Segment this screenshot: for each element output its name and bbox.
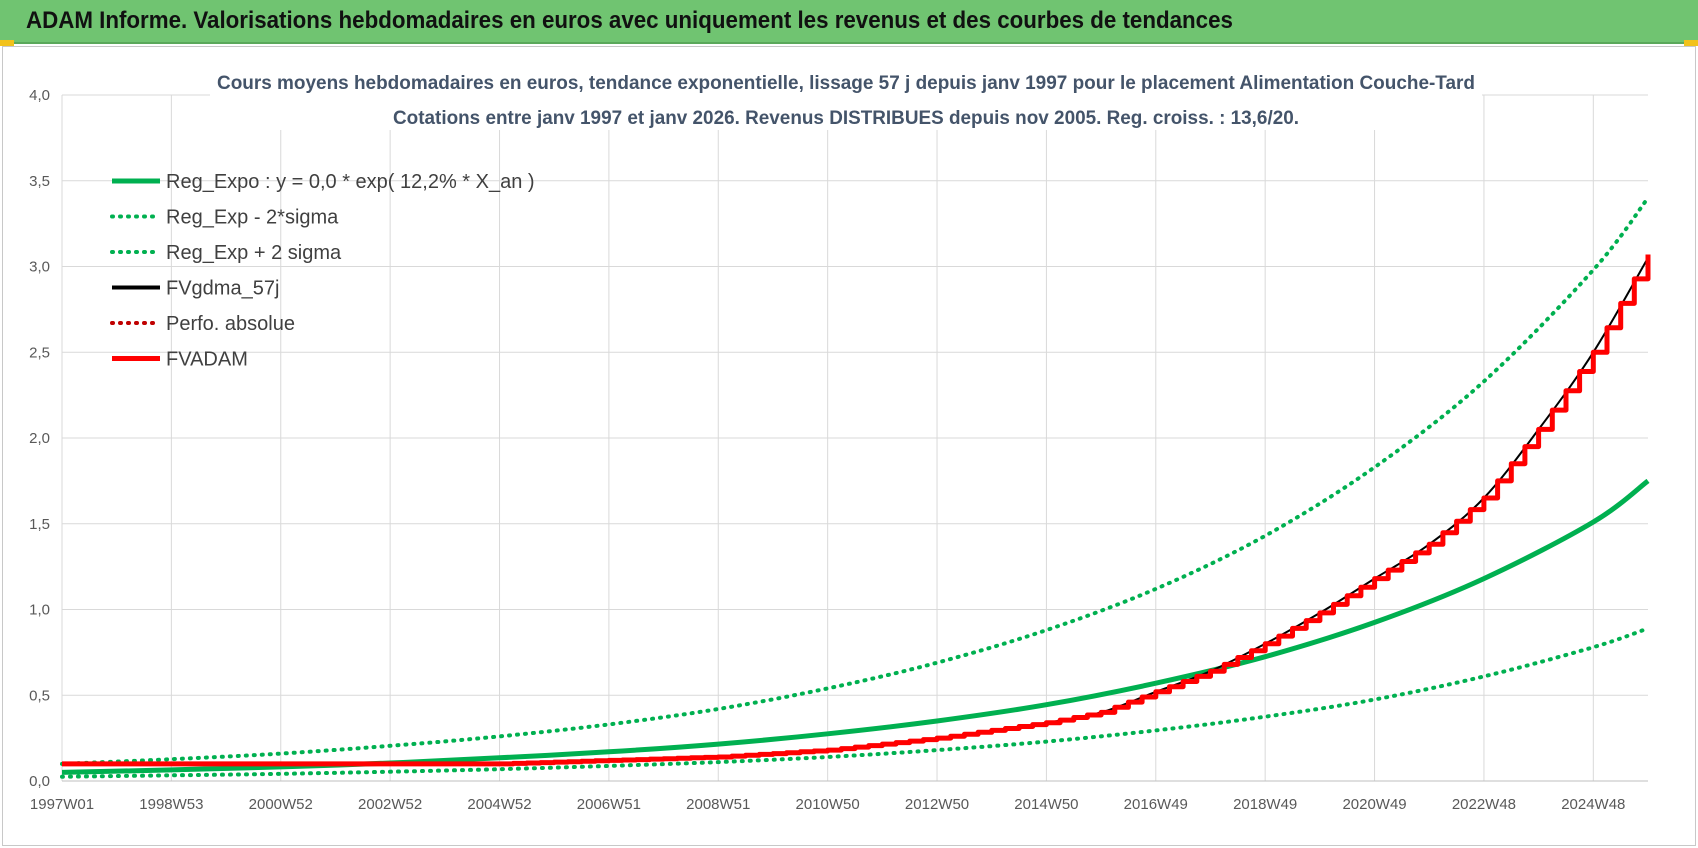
y-tick-label: 2,5 xyxy=(29,344,50,361)
legend-item: FVgdma_57j xyxy=(112,278,279,300)
legend-label: Reg_Exp + 2 sigma xyxy=(166,242,342,264)
x-tick-label: 2006W51 xyxy=(577,796,641,813)
header-banner: ADAM Informe. Valorisations hebdomadaire… xyxy=(0,0,1698,44)
corner-mark-right xyxy=(1684,40,1698,46)
series-line-0 xyxy=(61,478,1650,775)
legend-label: Reg_Exp - 2*sigma xyxy=(166,207,339,229)
legend-label: FVgdma_57j xyxy=(166,278,279,300)
chart-titles: Cours moyens hebdomadaires en euros, ten… xyxy=(210,66,1482,130)
x-tick-label: 2004W52 xyxy=(467,796,531,813)
legend-label: Reg_Expo : y = 0,0 * exp( 12,2% * X_an ) xyxy=(166,171,535,193)
legend-item: Reg_Exp + 2 sigma xyxy=(110,242,342,264)
x-tick-label: 2002W52 xyxy=(358,796,422,813)
x-tick-label: 2016W49 xyxy=(1124,796,1188,813)
series-line-5 xyxy=(62,254,1651,767)
legend-label: Perfo. absolue xyxy=(166,313,295,335)
y-tick-label: 0,5 xyxy=(29,687,50,704)
x-tick-label: 2008W51 xyxy=(686,796,750,813)
series-line-1 xyxy=(60,626,1650,779)
page-title: ADAM Informe. Valorisations hebdomadaire… xyxy=(26,7,1233,34)
series-line-3 xyxy=(61,257,1649,766)
legend: Reg_Expo : y = 0,0 * exp( 12,2% * X_an )… xyxy=(110,171,535,371)
y-tick-label: 1,0 xyxy=(29,602,50,619)
x-tick-label: 2022W48 xyxy=(1452,796,1516,813)
y-tick-label: 3,5 xyxy=(29,173,50,190)
chart-frame xyxy=(2,46,1696,846)
y-tick-label: 1,5 xyxy=(29,516,50,533)
x-tick-label: 2010W50 xyxy=(796,796,860,813)
corner-mark-left xyxy=(0,40,14,46)
y-tick-label: 2,0 xyxy=(29,430,50,447)
axes: 0,0 0,5 1,0 1,5 2,0 2,5 3,0 3,5 4,0 1997W01 1998W5… xyxy=(29,87,1648,813)
chart-title: Cours moyens hebdomadaires en euros, ten… xyxy=(217,73,1475,94)
y-tick-label: 3,0 xyxy=(29,259,50,276)
x-tick-label: 2020W49 xyxy=(1342,796,1406,813)
legend-item: Perfo. absolue xyxy=(110,313,295,335)
y-tick-label: 0,0 xyxy=(29,773,50,790)
x-tick-label: 2012W50 xyxy=(905,796,969,813)
series-lines xyxy=(60,195,1651,779)
legend-item: Reg_Expo : y = 0,0 * exp( 12,2% * X_an ) xyxy=(112,171,535,193)
x-tick-label: 2000W52 xyxy=(249,796,313,813)
chart-subtitle: Cotations entre janv 1997 et janv 2026. … xyxy=(393,108,1299,129)
legend-item: FVADAM xyxy=(112,349,248,371)
x-tick-label: 1997W01 xyxy=(30,796,94,813)
x-tick-label: 2014W50 xyxy=(1014,796,1078,813)
x-tick-label: 2024W48 xyxy=(1561,796,1625,813)
series-line-2 xyxy=(60,195,1650,766)
legend-item: Reg_Exp - 2*sigma xyxy=(110,207,339,229)
title-background xyxy=(210,66,1482,130)
y-tick-label: 4,0 xyxy=(29,87,50,104)
gridlines xyxy=(61,94,1648,782)
x-tick-label: 2018W49 xyxy=(1233,796,1297,813)
x-tick-label: 1998W53 xyxy=(139,796,203,813)
legend-label: FVADAM xyxy=(166,349,248,371)
